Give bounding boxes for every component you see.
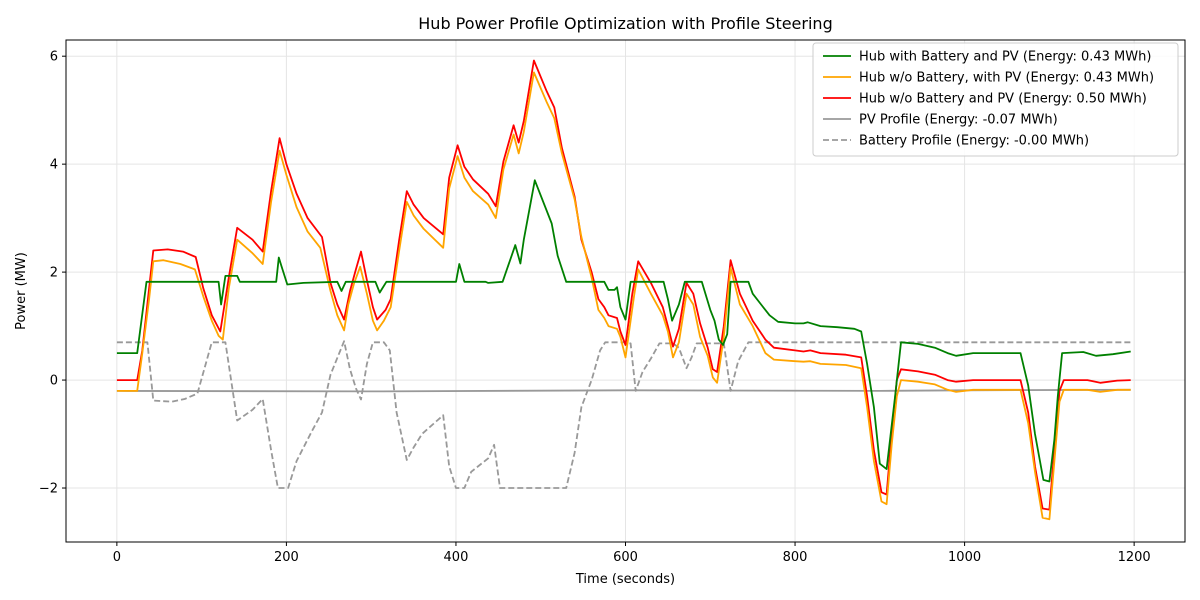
x-tick-label: 200 xyxy=(274,550,299,565)
legend-label: Hub w/o Battery and PV (Energy: 0.50 MWh… xyxy=(859,92,1147,107)
grid-lines xyxy=(66,40,1185,542)
y-tick-label: 2 xyxy=(50,266,58,281)
y-tick-label: 6 xyxy=(50,50,58,65)
hub-pv-only-line xyxy=(116,71,1131,521)
legend-label: Hub w/o Battery, with PV (Energy: 0.43 M… xyxy=(859,71,1154,86)
x-tick-label: 800 xyxy=(783,550,808,565)
hub-battery-pv-line xyxy=(116,179,1131,483)
y-tick-label: 4 xyxy=(50,158,58,173)
x-tick-label: 600 xyxy=(613,550,638,565)
y-tick-label: −2 xyxy=(39,482,58,497)
legend-label: PV Profile (Energy: -0.07 MWh) xyxy=(859,113,1058,128)
axis-ticks: 0 200 400 600 800 1000 1200 −2 0 2 4 6 xyxy=(39,50,1151,565)
x-tick-label: 1000 xyxy=(948,550,981,565)
legend-label: Battery Profile (Energy: -0.00 MWh) xyxy=(859,134,1089,149)
hub-no-battery-no-pv-line xyxy=(116,59,1131,511)
x-tick-label: 400 xyxy=(444,550,469,565)
chart-title: Hub Power Profile Optimization with Prof… xyxy=(418,14,832,33)
y-tick-label: 0 xyxy=(50,374,58,389)
legend: Hub with Battery and PV (Energy: 0.43 MW… xyxy=(812,42,1179,157)
y-axis-label: Power (MW) xyxy=(14,252,29,330)
x-axis-label: Time (seconds) xyxy=(575,572,675,587)
legend-label: Hub with Battery and PV (Energy: 0.43 MW… xyxy=(859,50,1151,65)
x-tick-label: 1200 xyxy=(1118,550,1151,565)
x-tick-label: 0 xyxy=(113,550,121,565)
legend-box xyxy=(812,42,1179,157)
battery-profile-line xyxy=(116,340,1131,489)
series-lines xyxy=(116,59,1131,521)
